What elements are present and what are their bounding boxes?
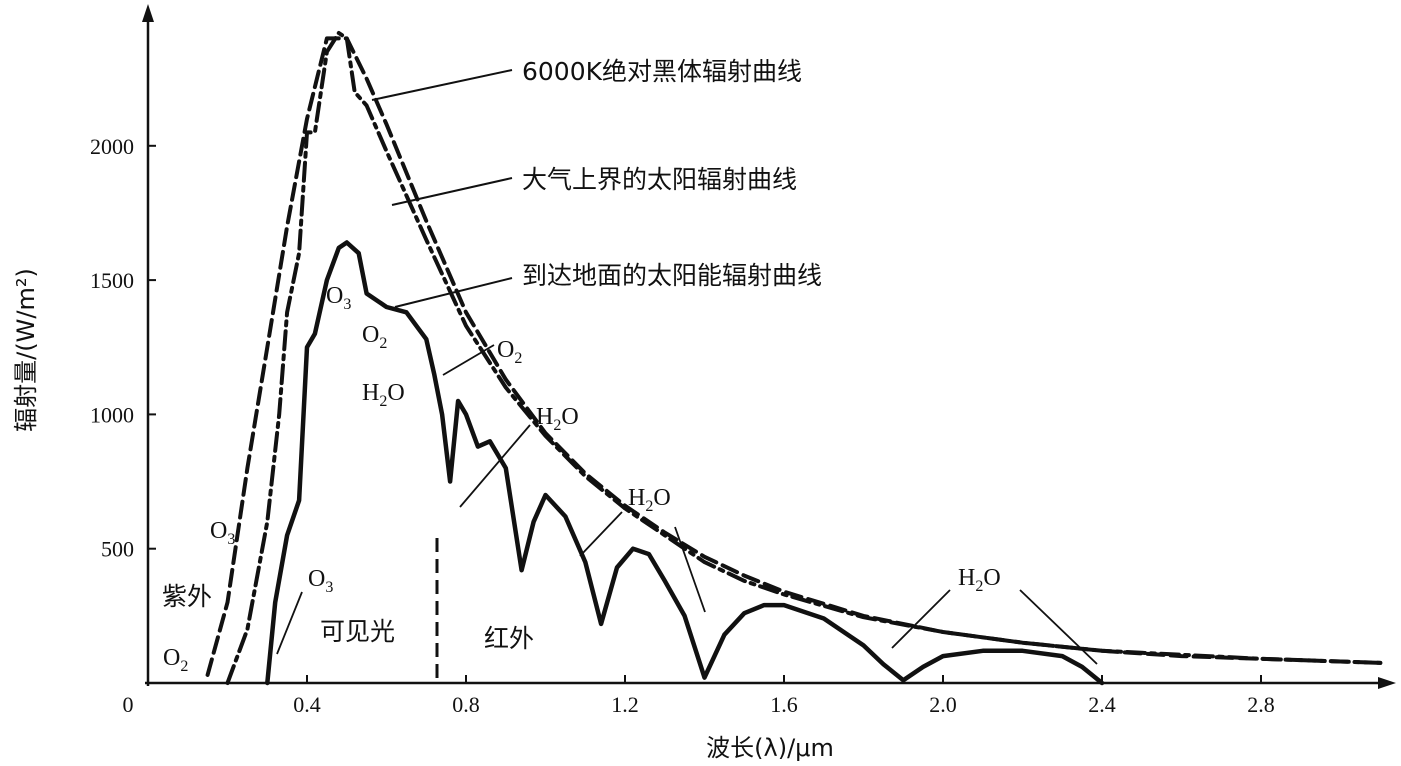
x-axis-title: 波长(λ)/μm bbox=[706, 734, 834, 762]
absorption-o2-07: O2 bbox=[362, 322, 387, 352]
annotation-leader-blackbody bbox=[371, 69, 513, 101]
series-blackbody-curve bbox=[205, 36, 1383, 677]
y-tick-label: 1500 bbox=[90, 268, 134, 293]
y-axis-title: 辐射量/(W/m²) bbox=[12, 268, 40, 432]
absorption-leader-h2o-19a bbox=[891, 589, 951, 649]
absorption-leader-o3-04 bbox=[276, 591, 303, 655]
absorption-h2o-19: H2O bbox=[958, 565, 1001, 595]
series-layer bbox=[205, 31, 1383, 686]
absorption-leader-o2-09 bbox=[442, 344, 495, 376]
absorption-o3-uv: O3 bbox=[210, 518, 235, 548]
absorption-leader-h2o-14a bbox=[579, 511, 623, 557]
x-tick-label: 1.2 bbox=[611, 692, 639, 717]
y-tick-label: 1000 bbox=[90, 402, 134, 427]
annotation-surface: 到达地面的太阳能辐射曲线 bbox=[522, 261, 822, 290]
region-label-visible: 可见光 bbox=[320, 617, 395, 646]
y-axis-arrow-icon bbox=[142, 4, 154, 22]
absorption-h2o-076: H2O bbox=[362, 380, 405, 410]
annotation-leader-toa bbox=[391, 177, 513, 206]
absorption-o2-09: O2 bbox=[497, 337, 522, 367]
x-tick-label: 0.4 bbox=[293, 692, 321, 717]
annotation-leader-surface bbox=[394, 277, 513, 308]
absorption-h2o-14: H2O bbox=[628, 485, 671, 515]
x-ticks: 0 0.4 0.8 1.2 1.6 2.0 2.4 2.8 bbox=[123, 675, 1275, 717]
absorption-o3-visible: O3 bbox=[326, 283, 351, 313]
absorption-leader-h2o-14b bbox=[674, 526, 706, 613]
annotation-blackbody: 6000K绝对黑体辐射曲线 bbox=[522, 57, 802, 86]
region-label-uv: 紫外 bbox=[162, 582, 212, 611]
x-tick-label: 2.4 bbox=[1088, 692, 1116, 717]
series-surface-curve bbox=[265, 240, 1105, 686]
annotation-toa: 大气上界的太阳辐射曲线 bbox=[522, 165, 797, 194]
x-tick-label: 1.6 bbox=[770, 692, 798, 717]
y-ticks: 500 1000 1500 2000 bbox=[90, 134, 156, 562]
absorption-o2-uv: O2 bbox=[163, 645, 188, 675]
x-tick-label: 0.8 bbox=[452, 692, 480, 717]
x-tick-label: 2.8 bbox=[1247, 692, 1275, 717]
series-toa-curve bbox=[225, 31, 1383, 685]
y-tick-label: 2000 bbox=[90, 134, 134, 159]
x-axis-arrow-icon bbox=[1378, 677, 1396, 689]
y-tick-label: 500 bbox=[101, 537, 134, 562]
x-tick-label: 0 bbox=[123, 692, 134, 717]
x-tick-label: 2.0 bbox=[929, 692, 957, 717]
region-label-ir: 红外 bbox=[484, 624, 534, 653]
absorption-o3-04: O3 bbox=[308, 566, 333, 596]
absorption-leader-h2o-11 bbox=[459, 424, 531, 508]
absorption-h2o-11: H2O bbox=[536, 404, 579, 434]
absorption-leader-h2o-19b bbox=[1019, 589, 1098, 665]
